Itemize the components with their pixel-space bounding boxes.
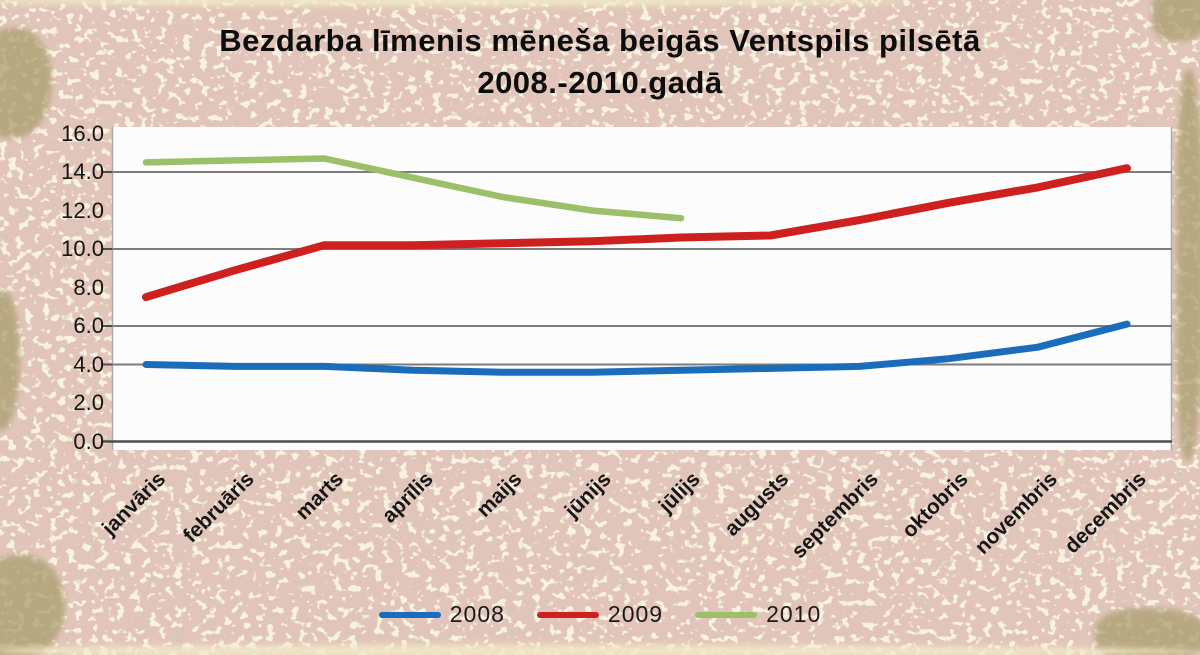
y-tick-label-0.0: 0.0 xyxy=(73,429,104,454)
chart-title: Bezdarba līmenis mēneša beigās Ventspils… xyxy=(0,20,1200,104)
legend-item-2008: 2008 xyxy=(378,601,505,628)
legend-label-2008: 2008 xyxy=(449,601,505,627)
y-tick-label-14.0: 14.0 xyxy=(61,159,104,184)
legend-item-2009: 2009 xyxy=(536,601,664,628)
edge-blob xyxy=(0,290,20,430)
y-tick-label-12.0: 12.0 xyxy=(61,198,104,223)
edge-blob xyxy=(0,0,910,6)
legend-swatch-2009 xyxy=(536,611,599,618)
legend-swatch-2008 xyxy=(378,611,441,618)
edge-blob xyxy=(0,555,65,655)
y-tick-label-4.0: 4.0 xyxy=(73,352,104,377)
chart-title-line1: Bezdarba līmenis mēneša beigās Ventspils… xyxy=(219,23,981,58)
edge-blob xyxy=(1176,70,1200,460)
y-tick-label-8.0: 8.0 xyxy=(73,275,104,300)
legend: 2008 2009 2010 xyxy=(0,601,1200,628)
legend-label-2010: 2010 xyxy=(766,601,822,627)
chart-title-line2: 2008.-2010.gadā xyxy=(477,65,723,100)
legend-swatch-2010 xyxy=(695,611,758,618)
y-tick-label-10.0: 10.0 xyxy=(61,236,104,261)
legend-label-2009: 2009 xyxy=(607,601,664,627)
y-tick-label-6.0: 6.0 xyxy=(73,313,104,338)
y-tick-label-16.0: 16.0 xyxy=(61,121,104,146)
edge-blob xyxy=(1152,0,1200,41)
legend-item-2010: 2010 xyxy=(695,601,821,628)
edge-blob xyxy=(1095,608,1200,655)
y-tick-label-2.0: 2.0 xyxy=(73,390,104,415)
plot-area xyxy=(112,127,1172,450)
edge-blob xyxy=(0,645,1200,655)
